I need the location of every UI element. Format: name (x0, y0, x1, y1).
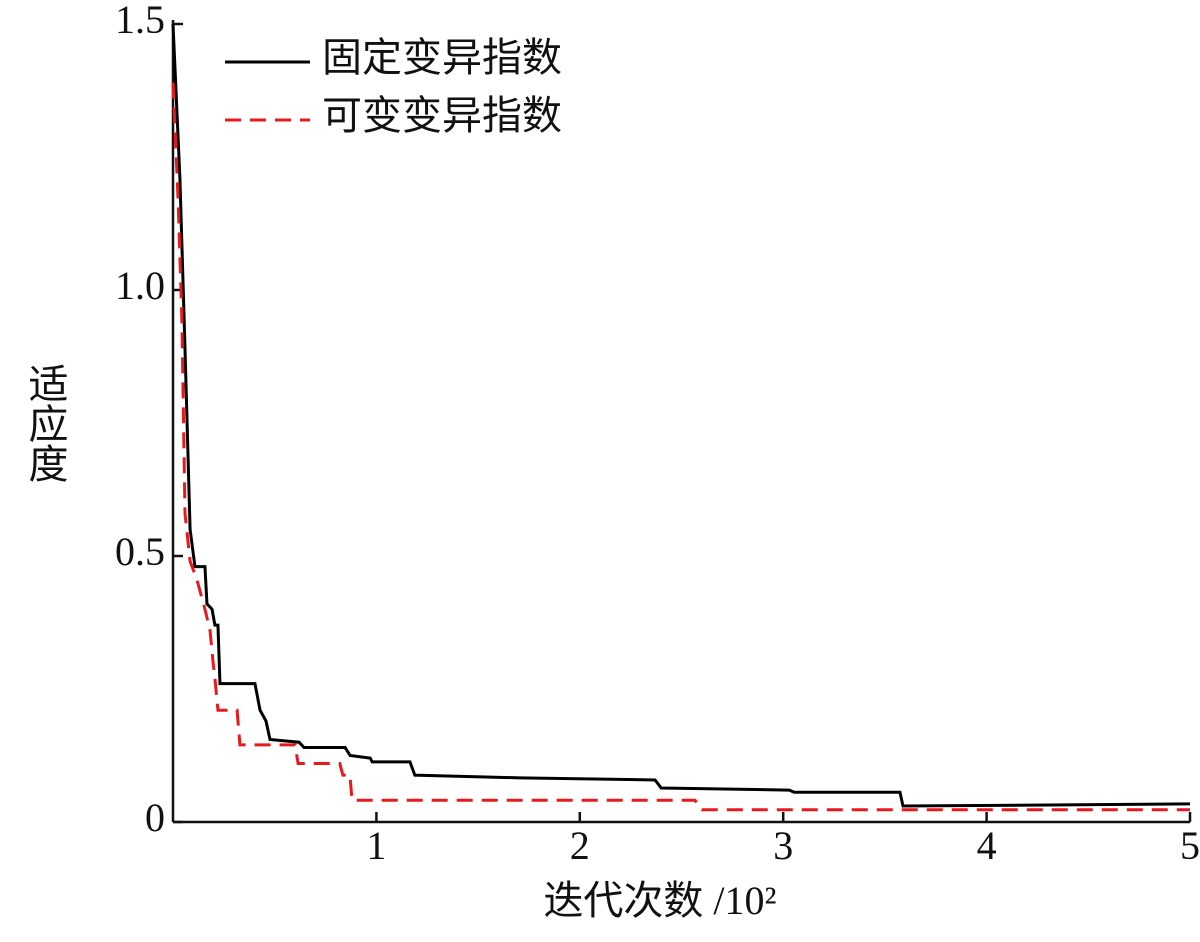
series-line (171, 23, 1191, 808)
y-tick-label: 1.0 (115, 263, 165, 308)
y-tick-label: 0 (145, 795, 165, 840)
y-axis-label: 适应度 (23, 363, 68, 483)
series-line (171, 82, 1190, 812)
legend-label: 可变变异指数 (322, 93, 562, 138)
x-tick-label: 1 (366, 823, 386, 868)
y-tick-label: 0.5 (115, 529, 165, 574)
x-tick-label: 4 (977, 823, 997, 868)
x-tick-label: 3 (773, 823, 793, 868)
legend-label: 固定变异指数 (322, 35, 562, 80)
x-tick-label: 5 (1180, 823, 1200, 868)
y-tick-label: 1.5 (115, 0, 165, 42)
x-axis-label: 迭代次数 /10² (543, 878, 776, 923)
x-tick-label: 2 (570, 823, 590, 868)
